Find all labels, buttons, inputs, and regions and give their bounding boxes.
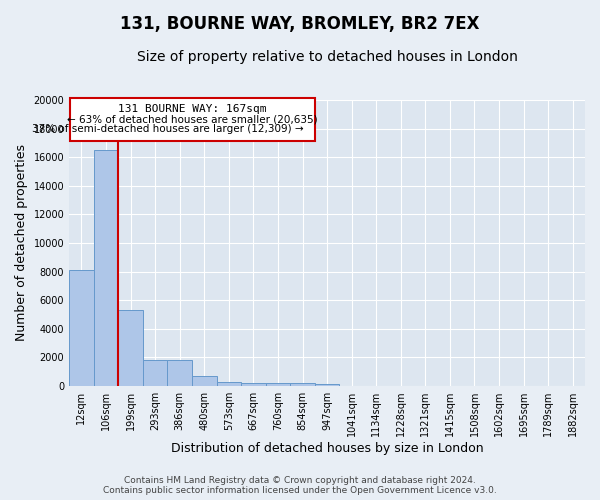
- Bar: [167, 360, 192, 386]
- Bar: [94, 150, 118, 386]
- X-axis label: Distribution of detached houses by size in London: Distribution of detached houses by size …: [171, 442, 484, 455]
- FancyBboxPatch shape: [70, 98, 315, 142]
- Text: 131 BOURNE WAY: 167sqm: 131 BOURNE WAY: 167sqm: [118, 104, 267, 114]
- Bar: [143, 360, 167, 386]
- Bar: [192, 376, 217, 386]
- Bar: [315, 384, 340, 386]
- Text: Contains HM Land Registry data © Crown copyright and database right 2024.
Contai: Contains HM Land Registry data © Crown c…: [103, 476, 497, 495]
- Text: ← 63% of detached houses are smaller (20,635): ← 63% of detached houses are smaller (20…: [67, 114, 318, 124]
- Bar: [266, 384, 290, 386]
- Bar: [290, 384, 315, 386]
- Title: Size of property relative to detached houses in London: Size of property relative to detached ho…: [137, 50, 518, 64]
- Bar: [118, 310, 143, 386]
- Bar: [69, 270, 94, 386]
- Bar: [217, 382, 241, 386]
- Text: 37% of semi-detached houses are larger (12,309) →: 37% of semi-detached houses are larger (…: [32, 124, 304, 134]
- Bar: [241, 382, 266, 386]
- Y-axis label: Number of detached properties: Number of detached properties: [15, 144, 28, 342]
- Text: 131, BOURNE WAY, BROMLEY, BR2 7EX: 131, BOURNE WAY, BROMLEY, BR2 7EX: [120, 15, 480, 33]
